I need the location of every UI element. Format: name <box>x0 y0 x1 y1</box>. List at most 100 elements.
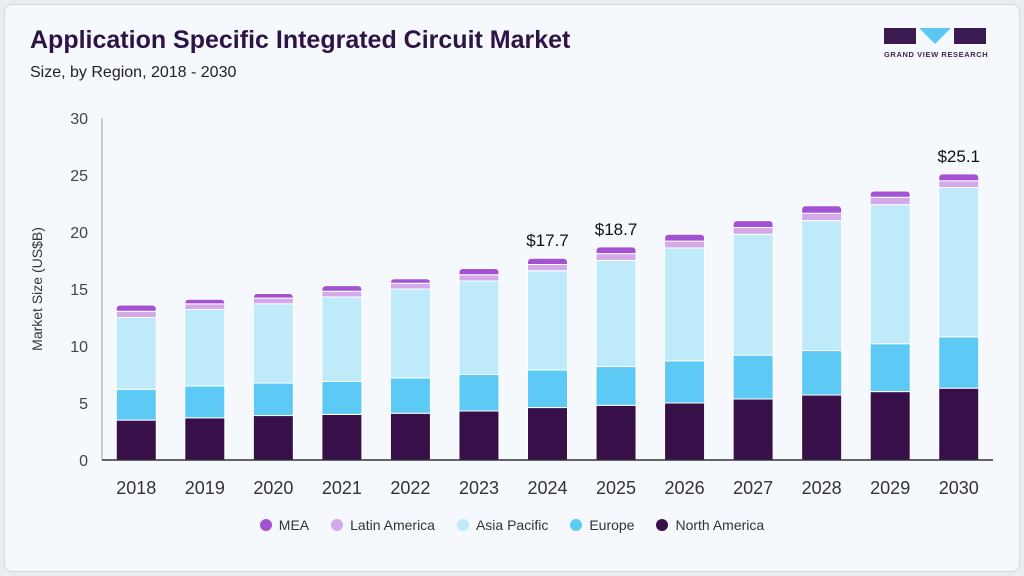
bar-segment-north-america <box>664 402 706 461</box>
bar-segment-mea <box>184 298 226 305</box>
x-tick-label: 2027 <box>733 478 773 498</box>
bar-segment-asia-pacific <box>938 187 980 338</box>
x-tick-label: 2022 <box>390 478 430 498</box>
bar-segment-latin-america <box>938 180 980 189</box>
legend-label: Asia Pacific <box>475 517 549 533</box>
chart-legend: MEA Latin America Asia Pacific Europe North … <box>0 517 1024 533</box>
bar-segment-europe <box>389 377 431 414</box>
y-tick-label: 0 <box>79 453 88 470</box>
x-tick-label: 2018 <box>116 478 156 498</box>
bar-segment-north-america <box>801 394 843 461</box>
bar-segment-mea <box>801 205 843 214</box>
bar-segment-mea <box>389 278 431 284</box>
bar-segment-latin-america <box>664 240 706 249</box>
x-tick-label: 2026 <box>665 478 705 498</box>
legend-item: MEA <box>259 517 310 533</box>
bar-segment-asia-pacific <box>732 233 774 356</box>
bar-segment-mea <box>869 190 911 198</box>
y-tick-label: 15 <box>70 282 88 299</box>
bar-segment-latin-america <box>458 274 500 282</box>
total-data-label: $25.1 <box>937 147 980 166</box>
bar-segment-latin-america <box>732 226 774 235</box>
y-tick-label: 20 <box>70 225 88 242</box>
bar-segment-latin-america <box>801 212 843 222</box>
legend-swatch <box>570 519 583 531</box>
bar-segment-europe <box>321 380 363 415</box>
bar-segment-latin-america <box>321 290 363 298</box>
legend-swatch <box>331 519 344 531</box>
bar-segment-asia-pacific <box>527 270 568 371</box>
bar-segment-latin-america <box>595 253 637 262</box>
legend-label: MEA <box>278 517 310 533</box>
x-tick-label: 2019 <box>185 478 225 498</box>
bar-segment-mea <box>252 293 294 299</box>
bar-segment-asia-pacific <box>458 280 500 375</box>
bar-segment-north-america <box>321 413 363 461</box>
bar-segment-north-america <box>595 404 637 461</box>
bar-segment-europe <box>115 388 157 421</box>
bar-segment-mea <box>664 233 706 242</box>
bar-segment-north-america <box>938 387 980 461</box>
bar-segment-asia-pacific <box>252 303 294 384</box>
legend-swatch <box>259 519 272 531</box>
bar-segment-mea <box>458 267 500 276</box>
bar-segment-north-america <box>458 410 500 461</box>
legend-label: Latin America <box>350 517 435 533</box>
bar-segment-north-america <box>115 419 157 461</box>
bar-segment-latin-america <box>252 297 294 305</box>
chart-title: Application Specific Integrated Circuit … <box>30 26 571 54</box>
bar-segment-north-america <box>732 398 774 461</box>
legend-swatch <box>456 519 469 531</box>
bar-segment-north-america <box>184 417 226 461</box>
bar-segment-asia-pacific <box>389 288 431 379</box>
bar-segment-asia-pacific <box>801 220 843 352</box>
x-tick-label: 2028 <box>802 478 842 498</box>
bar-segment-mea <box>115 304 157 312</box>
chart-subtitle: Size, by Region, 2018 - 2030 <box>30 64 237 81</box>
grand-view-research-logo <box>884 28 986 44</box>
bar-segment-latin-america <box>389 282 431 290</box>
total-data-label: $17.7 <box>526 231 569 250</box>
legend-item: Latin America <box>331 517 435 533</box>
bar-segment-asia-pacific <box>321 296 363 382</box>
bar-segment-asia-pacific <box>595 260 637 368</box>
x-tick-label: 2025 <box>596 478 636 498</box>
bar-segment-europe <box>801 350 843 396</box>
bar-segment-europe <box>184 385 226 419</box>
y-tick-label: 25 <box>70 168 88 185</box>
bar-segment-europe <box>252 382 294 417</box>
bar-segment-europe <box>664 360 706 404</box>
x-tick-label: 2020 <box>253 478 293 498</box>
bar-segment-europe <box>938 336 980 389</box>
x-tick-label: 2024 <box>527 478 567 498</box>
legend-item: Europe <box>570 517 634 533</box>
chart-card <box>4 4 1020 572</box>
bar-segment-mea <box>527 257 568 265</box>
logo-text: GRAND VIEW RESEARCH <box>884 50 989 59</box>
y-axis-label: Market Size (US$B) <box>29 227 45 351</box>
bar-segment-latin-america <box>527 263 568 272</box>
bar-segment-europe <box>527 369 568 409</box>
x-tick-label: 2030 <box>939 478 979 498</box>
bar-segment-mea <box>938 173 980 182</box>
bar-segment-mea <box>732 220 774 228</box>
bar-segment-asia-pacific <box>869 204 911 345</box>
bar-segment-europe <box>869 343 911 393</box>
legend-swatch <box>656 519 669 531</box>
y-tick-label: 10 <box>70 339 88 356</box>
x-tick-label: 2029 <box>870 478 910 498</box>
bar-segment-europe <box>458 374 500 412</box>
bar-segment-europe <box>595 366 637 406</box>
bar-segment-asia-pacific <box>184 309 226 387</box>
bar-segment-asia-pacific <box>115 317 157 390</box>
bar-segment-mea <box>321 285 363 292</box>
bar-segment-north-america <box>527 407 568 461</box>
bar-segment-europe <box>732 354 774 400</box>
legend-item: Asia Pacific <box>456 517 549 533</box>
legend-label: Europe <box>589 517 635 533</box>
bar-segment-latin-america <box>869 196 911 206</box>
x-tick-label: 2023 <box>459 478 499 498</box>
bar-segment-latin-america <box>115 310 157 319</box>
bar-segment-north-america <box>869 391 911 461</box>
